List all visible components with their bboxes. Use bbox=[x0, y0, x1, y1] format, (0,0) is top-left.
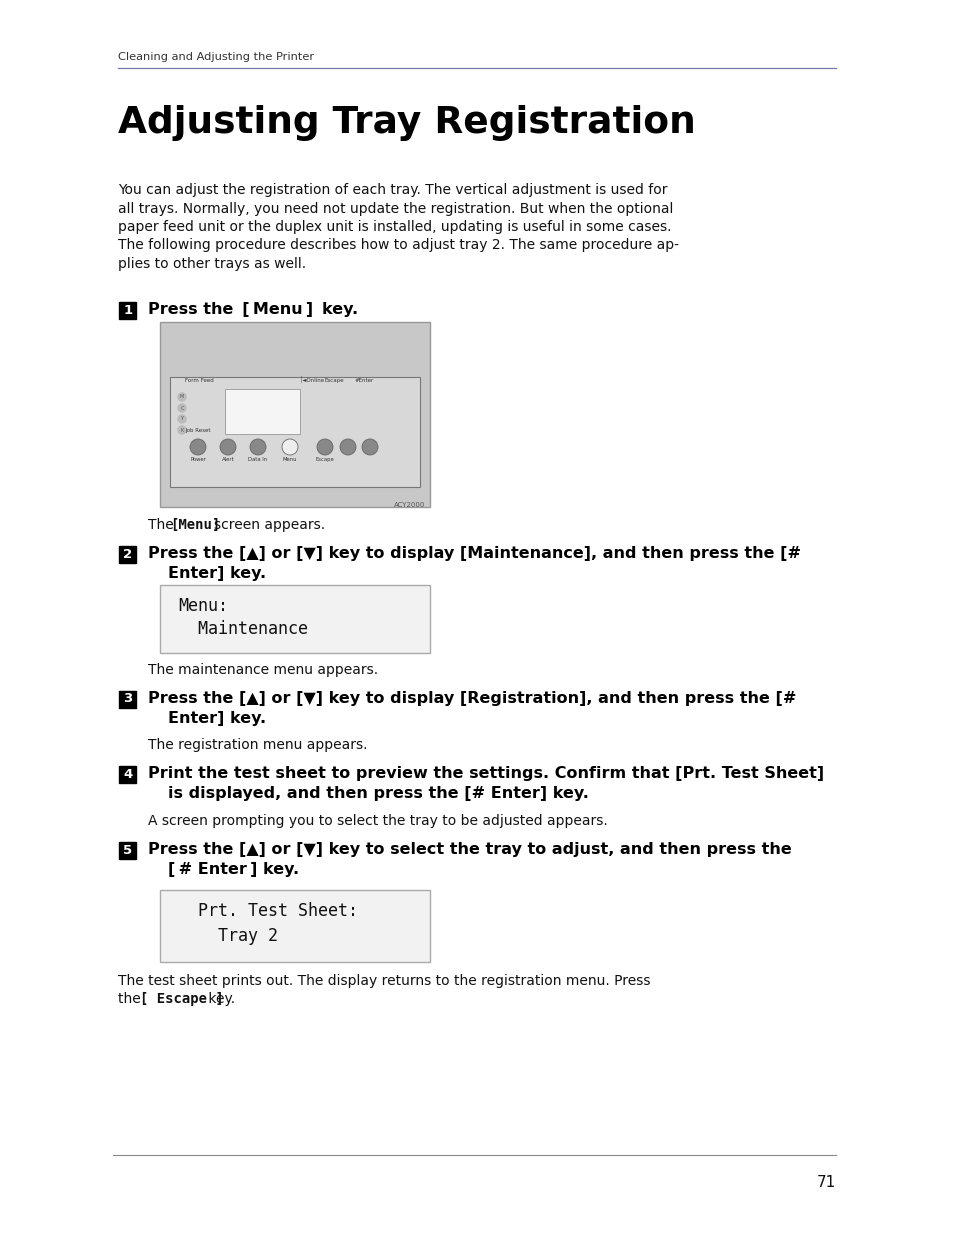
Text: Press the  [ Menu ]  key.: Press the [ Menu ] key. bbox=[148, 303, 357, 317]
Circle shape bbox=[339, 438, 355, 454]
Text: 71: 71 bbox=[816, 1174, 835, 1191]
FancyBboxPatch shape bbox=[119, 766, 136, 783]
Text: #Enter: #Enter bbox=[355, 378, 374, 383]
Text: 5: 5 bbox=[123, 844, 132, 857]
Text: [ # Enter ] key.: [ # Enter ] key. bbox=[168, 862, 299, 877]
Circle shape bbox=[178, 426, 186, 433]
Text: Form Feed: Form Feed bbox=[185, 378, 213, 383]
Text: You can adjust the registration of each tray. The vertical adjustment is used fo: You can adjust the registration of each … bbox=[118, 183, 667, 198]
Text: Press the [▲] or [▼] key to select the tray to adjust, and then press the: Press the [▲] or [▼] key to select the t… bbox=[148, 842, 791, 857]
FancyBboxPatch shape bbox=[160, 585, 430, 653]
Text: The following procedure describes how to adjust tray 2. The same procedure ap-: The following procedure describes how to… bbox=[118, 238, 679, 252]
Text: all trays. Normally, you need not update the registration. But when the optional: all trays. Normally, you need not update… bbox=[118, 201, 673, 215]
Text: Power: Power bbox=[190, 457, 206, 462]
Text: 2: 2 bbox=[123, 547, 132, 561]
Text: plies to other trays as well.: plies to other trays as well. bbox=[118, 257, 306, 270]
Text: Escape: Escape bbox=[325, 378, 344, 383]
Text: Prt. Test Sheet:: Prt. Test Sheet: bbox=[178, 902, 357, 920]
Text: Data In: Data In bbox=[248, 457, 267, 462]
Text: Press the [▲] or [▼] key to display [Registration], and then press the [#: Press the [▲] or [▼] key to display [Reg… bbox=[148, 692, 796, 706]
Text: paper feed unit or the duplex unit is installed, updating is useful in some case: paper feed unit or the duplex unit is in… bbox=[118, 220, 671, 233]
Text: [ Escape ]: [ Escape ] bbox=[140, 992, 224, 1007]
FancyBboxPatch shape bbox=[225, 389, 299, 433]
Text: C: C bbox=[180, 405, 184, 410]
FancyBboxPatch shape bbox=[119, 301, 136, 319]
Text: key.: key. bbox=[204, 992, 234, 1007]
Circle shape bbox=[282, 438, 297, 454]
Circle shape bbox=[250, 438, 266, 454]
Text: │◄Online: │◄Online bbox=[299, 375, 325, 383]
Text: Job Reset: Job Reset bbox=[185, 429, 211, 433]
Circle shape bbox=[178, 393, 186, 401]
FancyBboxPatch shape bbox=[170, 377, 419, 487]
Text: Cleaning and Adjusting the Printer: Cleaning and Adjusting the Printer bbox=[118, 52, 314, 62]
Text: Maintenance: Maintenance bbox=[178, 620, 308, 638]
Text: Enter] key.: Enter] key. bbox=[168, 711, 266, 726]
Text: Adjusting Tray Registration: Adjusting Tray Registration bbox=[118, 105, 695, 141]
Text: Tray 2: Tray 2 bbox=[178, 927, 277, 945]
Text: M: M bbox=[180, 394, 184, 399]
Text: Menu: Menu bbox=[282, 457, 297, 462]
Text: Y: Y bbox=[180, 416, 183, 421]
Text: [Menu]: [Menu] bbox=[170, 517, 220, 532]
Text: The test sheet prints out. The display returns to the registration menu. Press: The test sheet prints out. The display r… bbox=[118, 974, 650, 988]
FancyBboxPatch shape bbox=[119, 841, 136, 858]
Text: the: the bbox=[118, 992, 145, 1007]
Text: 1: 1 bbox=[123, 304, 132, 316]
Text: is displayed, and then press the [# Enter] key.: is displayed, and then press the [# Ente… bbox=[168, 785, 588, 802]
Text: ACY2000: ACY2000 bbox=[394, 501, 424, 508]
Circle shape bbox=[361, 438, 377, 454]
Circle shape bbox=[316, 438, 333, 454]
Text: Escape: Escape bbox=[315, 457, 334, 462]
Text: Print the test sheet to preview the settings. Confirm that [Prt. Test Sheet]: Print the test sheet to preview the sett… bbox=[148, 766, 823, 781]
Text: 3: 3 bbox=[123, 693, 132, 705]
Circle shape bbox=[178, 404, 186, 412]
Circle shape bbox=[178, 415, 186, 424]
Text: Press the [▲] or [▼] key to display [Maintenance], and then press the [#: Press the [▲] or [▼] key to display [Mai… bbox=[148, 546, 801, 561]
FancyBboxPatch shape bbox=[119, 690, 136, 708]
Text: Enter] key.: Enter] key. bbox=[168, 566, 266, 580]
Text: The: The bbox=[148, 517, 178, 532]
Text: The maintenance menu appears.: The maintenance menu appears. bbox=[148, 663, 377, 677]
FancyBboxPatch shape bbox=[160, 890, 430, 962]
FancyBboxPatch shape bbox=[119, 546, 136, 562]
Text: The registration menu appears.: The registration menu appears. bbox=[148, 739, 367, 752]
Text: screen appears.: screen appears. bbox=[213, 517, 325, 532]
Text: 4: 4 bbox=[123, 767, 132, 781]
Text: Alert: Alert bbox=[221, 457, 234, 462]
Text: K: K bbox=[180, 427, 183, 432]
Circle shape bbox=[220, 438, 235, 454]
Text: A screen prompting you to select the tray to be adjusted appears.: A screen prompting you to select the tra… bbox=[148, 814, 607, 827]
FancyBboxPatch shape bbox=[160, 322, 430, 508]
Circle shape bbox=[190, 438, 206, 454]
Text: Menu:: Menu: bbox=[178, 597, 228, 615]
